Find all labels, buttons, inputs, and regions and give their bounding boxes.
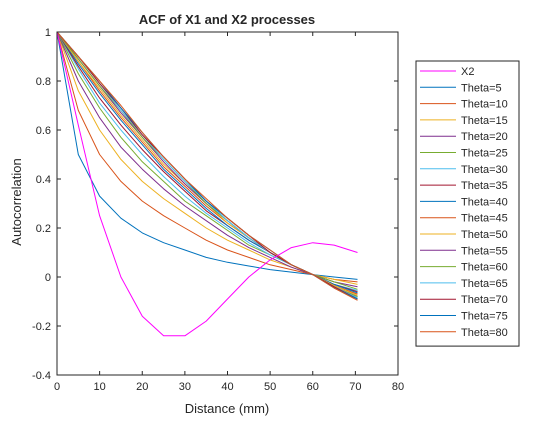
legend-label: Theta=25 <box>461 148 508 160</box>
series-line-theta-80 <box>56 31 358 301</box>
series-layer <box>56 31 358 337</box>
y-tick-label: 0 <box>45 272 51 284</box>
series-line-theta-10 <box>56 31 358 283</box>
series-line-theta-70 <box>56 31 358 300</box>
legend-label: Theta=15 <box>461 115 508 127</box>
x-tick-label: 70 <box>349 381 361 393</box>
legend-label: Theta=65 <box>461 278 508 290</box>
y-tick-label: 0.2 <box>36 223 51 235</box>
series-line-theta-20 <box>56 31 358 288</box>
legend-box <box>415 60 520 347</box>
series-line-theta-40 <box>56 31 358 294</box>
series-line-theta-35 <box>56 31 358 293</box>
series-line-theta-5 <box>56 31 358 280</box>
x-tick-label: 50 <box>264 381 276 393</box>
series-line-theta-45 <box>56 31 358 295</box>
y-tick-label: 0.4 <box>36 174 51 186</box>
legend-label: Theta=10 <box>461 99 508 111</box>
x-tick-label: 10 <box>94 381 106 393</box>
series-line-theta-30 <box>56 31 358 291</box>
x-tick-label: 40 <box>221 381 233 393</box>
legend-label: Theta=50 <box>461 229 508 241</box>
series-line-x2 <box>56 31 358 337</box>
y-tick-label: 0.8 <box>36 76 51 88</box>
legend-label: Theta=75 <box>461 311 508 323</box>
legend-label: Theta=55 <box>461 245 508 257</box>
legend-label: Theta=30 <box>461 164 508 176</box>
series-line-theta-75 <box>56 31 358 300</box>
x-tick-label: 20 <box>136 381 148 393</box>
x-tick-label: 80 <box>392 381 404 393</box>
chart-title: ACF of X1 and X2 processes <box>139 12 315 27</box>
legend-label: Theta=20 <box>461 131 508 143</box>
legend-label: Theta=35 <box>461 180 508 192</box>
y-tick-label: -0.2 <box>32 321 51 333</box>
legend: X2 Theta=5 Theta=10 Theta=15 Theta=20 Theta=2… <box>415 60 520 347</box>
plot-area-frame <box>56 31 399 376</box>
y-tick-label: -0.4 <box>32 370 51 382</box>
series-line-theta-50 <box>56 31 358 296</box>
x-axis-label: Distance (mm) <box>185 401 270 416</box>
series-line-theta-25 <box>56 31 358 290</box>
y-tick-label: 1 <box>45 27 51 39</box>
y-tick-label: 0.6 <box>36 125 51 137</box>
legend-label: Theta=45 <box>461 213 508 225</box>
legend-label: Theta=5 <box>461 82 502 94</box>
y-axis-label: Autocorrelation <box>9 158 24 245</box>
legend-label: X2 <box>461 66 474 78</box>
legend-label: Theta=70 <box>461 294 508 306</box>
x-tick-label: 0 <box>54 381 60 393</box>
x-tick-label: 60 <box>307 381 319 393</box>
x-tick-label: 30 <box>179 381 191 393</box>
legend-label: Theta=80 <box>461 327 508 339</box>
series-line-theta-60 <box>56 31 358 298</box>
legend-label: Theta=40 <box>461 196 508 208</box>
ticks-layer: 0 10 20 30 40 50 60 70 80 -0.4 -0.2 0 0.2 0.4 0.6 0.8 1 <box>32 27 404 393</box>
legend-label: Theta=60 <box>461 262 508 274</box>
series-line-theta-55 <box>56 31 358 298</box>
